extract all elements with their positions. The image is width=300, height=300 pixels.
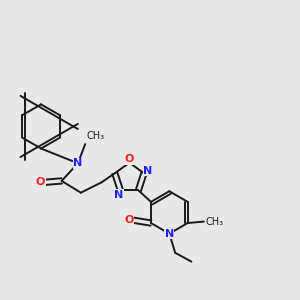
- Text: N: N: [143, 166, 152, 176]
- Text: O: O: [125, 154, 134, 164]
- Text: CH₃: CH₃: [87, 131, 105, 141]
- Text: O: O: [36, 177, 45, 188]
- Text: N: N: [73, 158, 83, 168]
- Text: CH₃: CH₃: [205, 217, 224, 226]
- Text: O: O: [124, 215, 134, 225]
- Text: N: N: [165, 229, 174, 238]
- Text: N: N: [114, 190, 124, 200]
